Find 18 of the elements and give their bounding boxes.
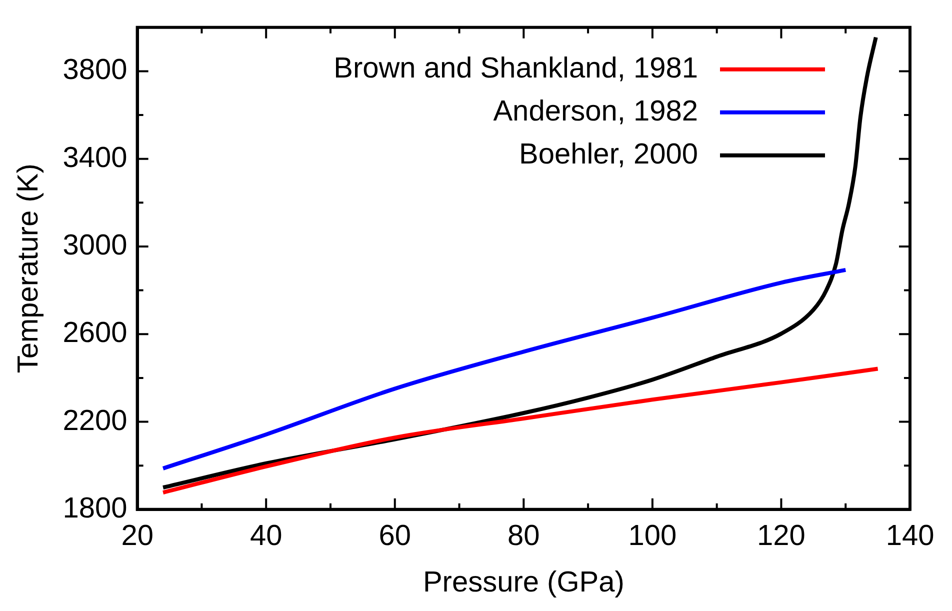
y-tick-label: 3800 (62, 54, 128, 86)
x-tick-label: 100 (628, 520, 677, 552)
x-axis-title: Pressure (GPa) (422, 566, 624, 599)
line-series (161, 268, 848, 470)
y-tick-label: 3400 (62, 142, 128, 174)
x-tick-label: 140 (886, 520, 934, 552)
legend-label: Brown and Shankland, 1981 (334, 52, 698, 84)
x-tick-label: 120 (757, 520, 806, 552)
legend-label: Boehler, 2000 (519, 138, 698, 170)
y-tick-label: 2200 (62, 404, 128, 437)
x-tick-label: 60 (378, 520, 412, 552)
line-series (161, 366, 880, 495)
y-tick-label: 2600 (62, 317, 128, 350)
x-tick-label: 40 (250, 520, 282, 552)
x-tick-label: 80 (508, 520, 540, 552)
legend-label: Anderson, 1982 (493, 95, 698, 128)
y-axis-title: Temperature (K) (12, 164, 44, 374)
y-tick-label: 3000 (62, 229, 128, 262)
